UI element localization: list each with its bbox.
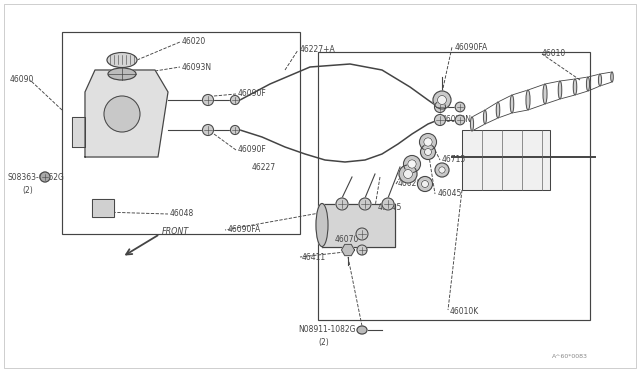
- Ellipse shape: [496, 102, 500, 118]
- Bar: [92, 199, 114, 217]
- Ellipse shape: [573, 79, 577, 95]
- Circle shape: [40, 172, 50, 182]
- Circle shape: [422, 180, 429, 187]
- Circle shape: [356, 228, 368, 240]
- Polygon shape: [85, 70, 168, 157]
- Ellipse shape: [543, 84, 547, 104]
- Circle shape: [104, 96, 140, 132]
- Text: 46045: 46045: [438, 189, 462, 199]
- Circle shape: [202, 125, 214, 135]
- Circle shape: [202, 94, 214, 106]
- Ellipse shape: [558, 81, 562, 99]
- Ellipse shape: [107, 52, 137, 67]
- Circle shape: [455, 115, 465, 125]
- Bar: [92, 199, 114, 217]
- Ellipse shape: [470, 117, 474, 131]
- Text: 46227+A: 46227+A: [300, 45, 336, 55]
- Text: A^60*0083: A^60*0083: [552, 355, 588, 359]
- Circle shape: [438, 96, 447, 105]
- Text: 46090F: 46090F: [238, 90, 267, 99]
- Text: (2): (2): [22, 186, 33, 195]
- Circle shape: [424, 138, 432, 146]
- Text: 46010K: 46010K: [450, 308, 479, 317]
- Text: S08363-6162G: S08363-6162G: [8, 173, 65, 182]
- Polygon shape: [322, 204, 395, 247]
- Ellipse shape: [586, 77, 589, 91]
- Text: 46090FA: 46090FA: [228, 225, 261, 234]
- Text: (2): (2): [318, 337, 329, 346]
- Text: 46227: 46227: [252, 163, 276, 171]
- Text: 46411: 46411: [302, 253, 326, 262]
- Circle shape: [439, 167, 445, 173]
- Ellipse shape: [510, 95, 514, 113]
- Circle shape: [435, 102, 445, 112]
- Circle shape: [336, 198, 348, 210]
- Circle shape: [230, 96, 239, 105]
- Text: N08911-1082G: N08911-1082G: [298, 326, 355, 334]
- Ellipse shape: [316, 203, 328, 247]
- Circle shape: [420, 144, 435, 160]
- Ellipse shape: [526, 90, 530, 110]
- Bar: [62, 32, 300, 234]
- Circle shape: [455, 102, 465, 112]
- Circle shape: [399, 165, 417, 183]
- Circle shape: [403, 155, 420, 173]
- Ellipse shape: [357, 326, 367, 334]
- Ellipse shape: [108, 68, 136, 80]
- Circle shape: [424, 148, 431, 155]
- Ellipse shape: [598, 74, 602, 86]
- Text: 46048: 46048: [170, 209, 195, 218]
- Text: 46045: 46045: [378, 202, 403, 212]
- Text: 46715: 46715: [442, 155, 467, 164]
- Polygon shape: [342, 244, 355, 256]
- Text: 46020: 46020: [182, 38, 206, 46]
- Text: 46020N: 46020N: [398, 180, 428, 189]
- Bar: [462, 130, 550, 190]
- Polygon shape: [72, 117, 85, 147]
- Text: 46010: 46010: [542, 49, 566, 58]
- Circle shape: [408, 160, 416, 168]
- Circle shape: [417, 176, 433, 192]
- Circle shape: [435, 115, 445, 125]
- Circle shape: [230, 125, 239, 135]
- Circle shape: [359, 198, 371, 210]
- Text: FRONT: FRONT: [162, 228, 189, 237]
- Text: 46093N: 46093N: [182, 62, 212, 71]
- Bar: [318, 52, 590, 320]
- Circle shape: [357, 245, 367, 255]
- Circle shape: [435, 163, 449, 177]
- Circle shape: [419, 134, 436, 151]
- Text: 46090F: 46090F: [238, 145, 267, 154]
- Text: 46070: 46070: [335, 235, 360, 244]
- Circle shape: [403, 170, 413, 179]
- Text: 46090FA: 46090FA: [455, 42, 488, 51]
- Ellipse shape: [483, 110, 486, 124]
- Ellipse shape: [611, 72, 613, 82]
- Text: 46020N: 46020N: [442, 115, 472, 125]
- Circle shape: [433, 91, 451, 109]
- Text: 46090: 46090: [10, 76, 35, 84]
- Circle shape: [382, 198, 394, 210]
